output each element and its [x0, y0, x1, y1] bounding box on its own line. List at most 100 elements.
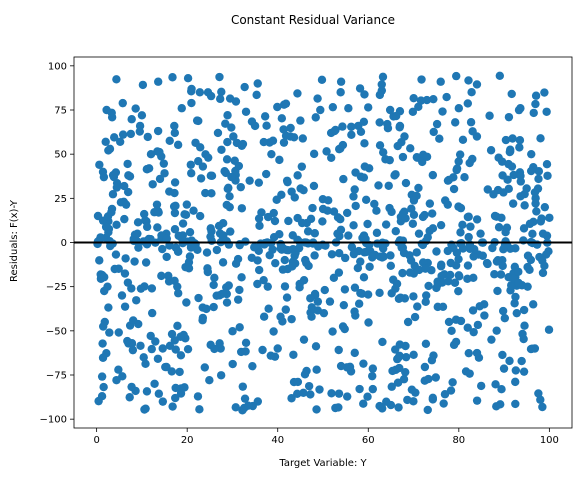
scatter-point [436, 220, 446, 230]
scatter-point [317, 75, 327, 85]
scatter-point [253, 79, 262, 88]
scatter-point [142, 387, 152, 396]
x-tick-label: 80 [452, 435, 465, 446]
scatter-point [421, 339, 431, 349]
scatter-point [360, 90, 369, 99]
scatter-point [320, 285, 329, 295]
scatter-point [494, 223, 504, 232]
scatter-point [218, 258, 228, 267]
scatter-point [429, 94, 438, 104]
scatter-point [432, 119, 442, 129]
scatter-point [233, 254, 243, 264]
scatter-point [101, 222, 111, 232]
scatter-point [138, 80, 148, 90]
scatter-point [280, 255, 289, 265]
scatter-point [517, 356, 526, 366]
scatter-point [111, 168, 121, 177]
scatter-point [526, 344, 536, 354]
scatter-point [194, 116, 203, 126]
scatter-point [112, 220, 121, 230]
scatter-point [450, 118, 460, 127]
x-axis-label: Target Variable: Y [278, 458, 367, 469]
scatter-point [328, 102, 338, 112]
scatter-point [532, 207, 541, 216]
scatter-point [114, 328, 123, 337]
scatter-point [406, 144, 415, 153]
scatter-point [222, 200, 231, 210]
scatter-point [372, 228, 382, 238]
scatter-point [205, 376, 214, 385]
scatter-point [293, 89, 302, 98]
y-tick-label: −25 [46, 282, 67, 293]
scatter-point [336, 88, 345, 97]
scatter-point [395, 121, 405, 131]
scatter-point [237, 273, 246, 282]
scatter-point [236, 182, 245, 192]
scatter-point [504, 112, 514, 122]
scatter-point [450, 278, 460, 287]
scatter-point [165, 187, 174, 196]
scatter-point [531, 99, 540, 109]
scatter-point [442, 92, 451, 102]
scatter-point [226, 227, 235, 236]
scatter-point [433, 280, 443, 289]
scatter-point [363, 219, 372, 229]
scatter-point [109, 133, 119, 142]
scatter-point [488, 243, 497, 253]
scatter-point [412, 248, 421, 257]
scatter-point [534, 389, 543, 398]
scatter-point [137, 111, 147, 120]
scatter-point [227, 172, 236, 182]
scatter-point [327, 153, 336, 162]
scatter-point [493, 255, 503, 265]
scatter-point [150, 379, 159, 389]
scatter-point [107, 108, 116, 118]
scatter-point [383, 124, 393, 133]
scatter-point [501, 135, 511, 145]
scatter-point [460, 172, 469, 182]
scatter-point [387, 207, 396, 217]
scatter-point [241, 347, 250, 356]
scatter-point [334, 345, 343, 355]
scatter-point [431, 373, 440, 382]
x-tick-label: 40 [271, 435, 284, 446]
scatter-point [308, 203, 317, 213]
scatter-point [368, 371, 377, 381]
scatter-point [356, 257, 365, 266]
scatter-point [421, 297, 430, 307]
scatter-point [146, 331, 155, 341]
scatter-point [463, 261, 473, 270]
scatter-point [349, 249, 359, 259]
scatter-point [237, 141, 247, 150]
scatter-point [293, 171, 302, 180]
scatter-point [490, 270, 499, 279]
scatter-point [497, 384, 506, 394]
scatter-point [217, 87, 226, 97]
scatter-point [542, 107, 551, 116]
scatter-point [318, 217, 327, 226]
scatter-point [480, 311, 489, 320]
scatter-point [454, 286, 463, 296]
scatter-point [168, 402, 177, 411]
scatter-point [456, 228, 465, 237]
scatter-point [375, 141, 385, 150]
y-tick-label: −100 [40, 415, 67, 426]
scatter-point [286, 123, 295, 133]
scatter-point [378, 337, 387, 347]
scatter-point [235, 285, 244, 295]
scatter-point [162, 234, 172, 243]
scatter-point [409, 196, 419, 205]
scatter-point [356, 288, 365, 298]
scatter-point [540, 88, 549, 97]
scatter-point [194, 156, 203, 166]
scatter-point [447, 326, 456, 336]
scatter-point [519, 334, 528, 344]
scatter-point [333, 213, 343, 222]
scatter-point [436, 77, 445, 86]
scatter-point [334, 389, 344, 398]
scatter-point [118, 98, 127, 108]
scatter-point [250, 243, 259, 252]
scatter-point [118, 130, 128, 139]
scatter-point [120, 302, 130, 311]
scatter-point [541, 250, 551, 259]
